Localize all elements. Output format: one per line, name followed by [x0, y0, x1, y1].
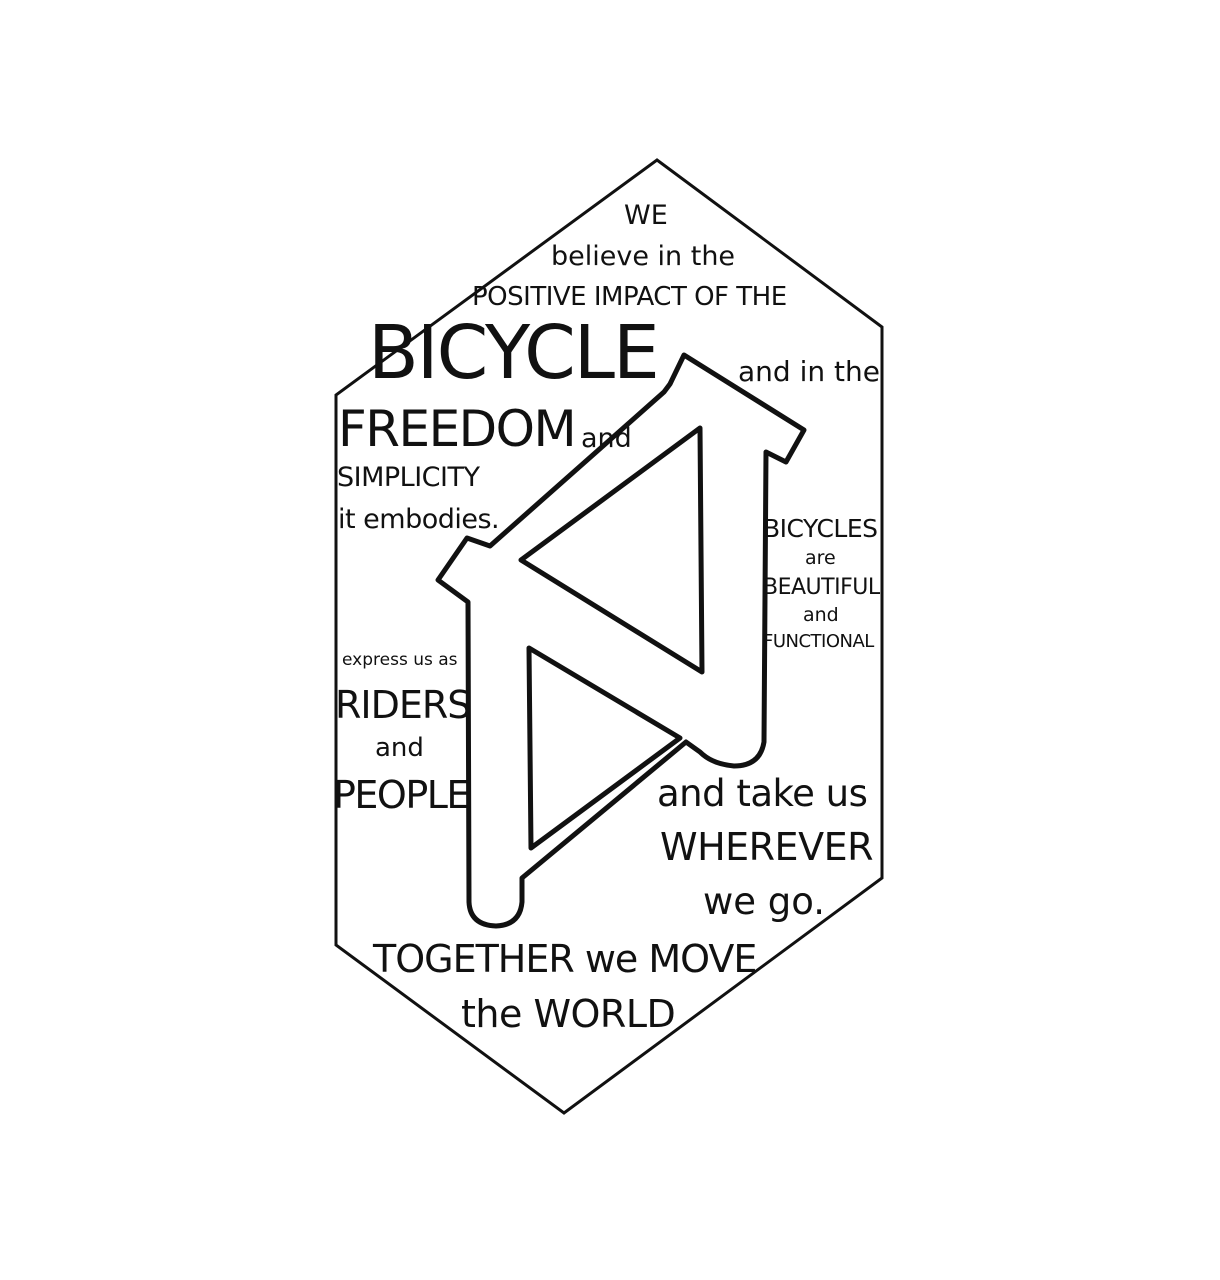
text-positive-impact: POSITIVE IMPACT OF THE: [472, 282, 787, 312]
headline-wherever: WHEREVER: [660, 825, 873, 869]
text-and-3: and: [375, 733, 424, 763]
headline-together-we-move: TOGETHER we MOVE: [373, 937, 757, 981]
text-we-go: we go.: [703, 880, 826, 923]
text-functional: FUNCTIONAL: [763, 631, 874, 652]
text-simplicity: SIMPLICITY: [337, 462, 480, 493]
text-and-2: and: [803, 604, 839, 626]
text-are: are: [805, 547, 836, 569]
text-it-embodies: it embodies.: [338, 504, 500, 535]
hexagon-border: [334, 158, 884, 1115]
text-we: WE: [624, 200, 668, 231]
text-and-1: and: [581, 423, 632, 454]
headline-freedom: FREEDOM: [338, 400, 577, 458]
text-believe: believe in the: [551, 241, 736, 272]
text-and-take-us: and take us: [657, 772, 868, 815]
text-beautiful: BEAUTIFUL: [763, 575, 880, 600]
headline-bicycle: BICYCLE: [368, 310, 660, 396]
headline-the-world: the WORLD: [461, 992, 676, 1036]
headline-riders: RIDERS: [335, 683, 471, 727]
text-express-us-as: express us as: [342, 650, 458, 670]
text-and-in-the: and in the: [738, 355, 880, 388]
text-bicycles: BICYCLES: [763, 514, 878, 543]
headline-people: PEOPLE: [333, 773, 470, 817]
bicycle-frame-icon: [435, 352, 807, 929]
